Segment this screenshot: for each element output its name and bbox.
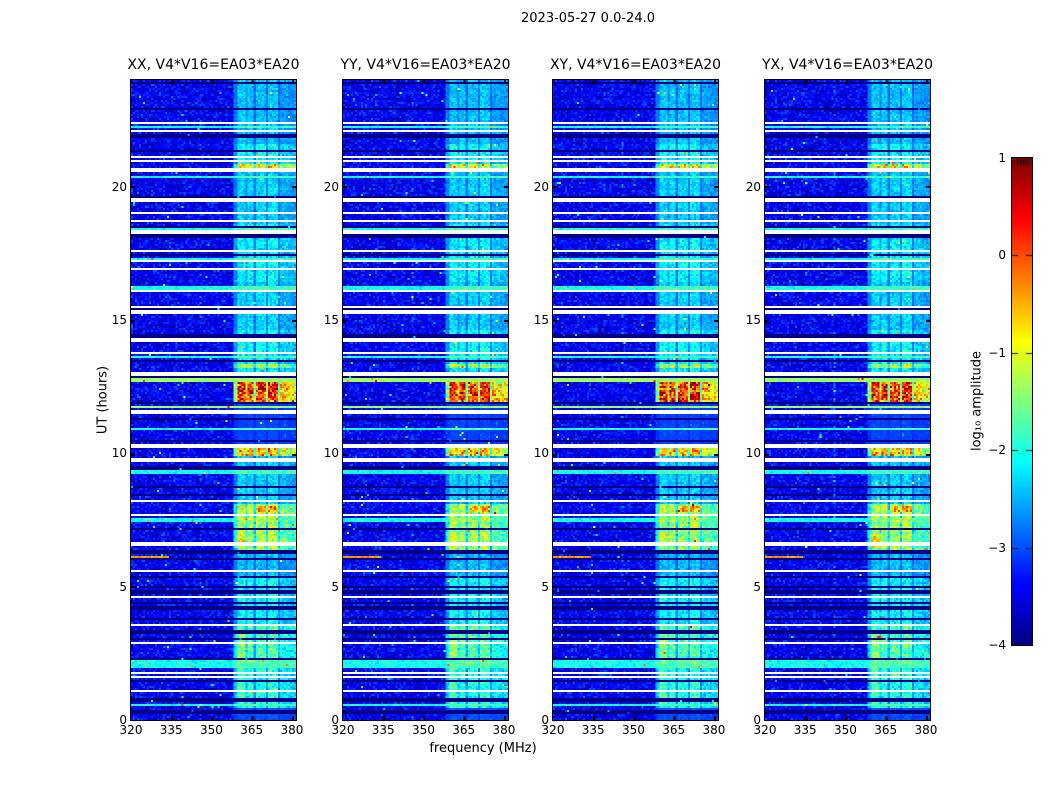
- x-tick-label: 335: [371, 723, 395, 737]
- x-tick-label: 335: [793, 723, 817, 737]
- panel-title-xy: XY, V4*V16=EA03*EA20: [549, 57, 722, 73]
- y-axis-label: UT (hours): [95, 365, 111, 435]
- y-tick-label: 10: [111, 446, 127, 461]
- spectrogram-xx: [130, 79, 297, 721]
- colorbar-tick-label: 0: [998, 248, 1006, 263]
- x-tick-label: 350: [412, 723, 435, 737]
- y-tick-label: 5: [119, 579, 127, 594]
- y-tick-label: 20: [111, 179, 127, 194]
- x-tick-label: 320: [753, 723, 777, 737]
- figure-title: 2023-05-27 0.0-24.0: [521, 11, 655, 26]
- x-tick-label: 320: [331, 723, 355, 737]
- x-tick-label: 350: [200, 723, 223, 737]
- panel-title-yx: YX, V4*V16=EA03*EA20: [761, 57, 934, 73]
- x-tick-label: 350: [622, 723, 645, 737]
- colorbar-tick-label: −1: [988, 345, 1006, 360]
- y-tick-label: 5: [331, 579, 339, 594]
- colorbar-label: log₁₀ amplitude: [969, 350, 985, 452]
- colorbar-tick-label: −4: [988, 638, 1006, 652]
- spectrogram-yx: [764, 79, 931, 721]
- x-tick-label: 350: [834, 723, 857, 737]
- colorbar: [1011, 157, 1033, 646]
- y-tick-label: 15: [745, 313, 761, 327]
- y-tick-label: 15: [111, 313, 127, 327]
- x-tick-label: 380: [492, 723, 516, 737]
- y-tick-label: 20: [323, 179, 339, 194]
- y-tick-label: 0: [119, 713, 127, 727]
- colorbar-tick-label: −3: [988, 540, 1006, 555]
- x-axis-label: frequency (MHz): [429, 741, 537, 756]
- panel-title-xx: XX, V4*V16=EA03*EA20: [127, 57, 300, 73]
- x-tick-label: 380: [280, 723, 304, 737]
- y-tick-label: 5: [541, 579, 549, 594]
- x-tick-label: 335: [159, 723, 183, 737]
- spectrogram-yy: [342, 79, 509, 721]
- x-tick-label: 365: [662, 723, 686, 737]
- panel-title-yy: YY, V4*V16=EA03*EA20: [340, 57, 511, 73]
- y-tick-label: 10: [745, 446, 761, 461]
- y-tick-label: 10: [323, 446, 339, 461]
- x-tick-label: 365: [452, 723, 476, 737]
- colorbar-tick-label: 1: [998, 151, 1006, 165]
- y-tick-label: 0: [541, 713, 549, 727]
- x-tick-label: 320: [541, 723, 565, 737]
- x-tick-label: 320: [119, 723, 143, 737]
- y-tick-label: 0: [331, 713, 339, 727]
- x-tick-label: 380: [702, 723, 726, 737]
- y-tick-label: 15: [323, 313, 339, 327]
- x-tick-label: 380: [914, 723, 938, 737]
- y-tick-label: 20: [533, 179, 549, 194]
- x-tick-label: 335: [581, 723, 605, 737]
- spectrogram-xy: [552, 79, 719, 721]
- x-tick-label: 365: [240, 723, 264, 737]
- y-tick-label: 15: [533, 313, 549, 327]
- x-tick-label: 365: [874, 723, 898, 737]
- colorbar-tick-label: −2: [988, 443, 1006, 458]
- y-tick-label: 20: [745, 179, 761, 194]
- y-tick-label: 5: [753, 579, 761, 594]
- y-tick-label: 10: [533, 446, 549, 461]
- y-tick-label: 0: [753, 713, 761, 727]
